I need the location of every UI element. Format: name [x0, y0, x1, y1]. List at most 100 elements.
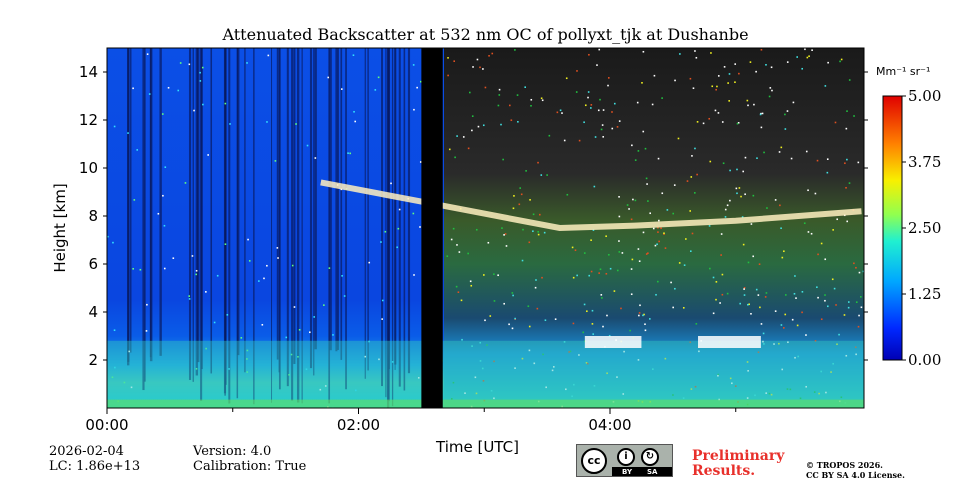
speckle — [563, 139, 566, 142]
streak — [381, 48, 383, 387]
streak — [210, 48, 213, 374]
speckle — [679, 53, 681, 55]
speckle — [288, 373, 290, 376]
speckle — [572, 276, 575, 279]
speckle — [493, 300, 496, 302]
speckle — [721, 293, 724, 296]
heatmap-noise — [107, 48, 866, 409]
speckle — [247, 238, 249, 241]
speckle — [631, 144, 633, 147]
speckle — [729, 377, 732, 380]
speckle — [191, 255, 194, 257]
speckle — [844, 162, 846, 165]
speckle — [587, 96, 589, 99]
speckle — [481, 367, 484, 370]
speckle — [319, 388, 322, 391]
speckle — [691, 232, 694, 235]
speckle — [516, 94, 519, 96]
speckle — [453, 60, 456, 62]
speckle — [643, 313, 645, 316]
speckle — [228, 368, 230, 370]
speckle — [508, 104, 511, 107]
speckle — [489, 315, 492, 317]
speckle — [642, 130, 645, 133]
speckle — [763, 151, 765, 154]
streak — [237, 48, 240, 356]
speckle — [582, 331, 585, 334]
speckle — [695, 323, 698, 325]
streak — [144, 48, 146, 382]
speckle — [637, 150, 640, 152]
speckle — [710, 52, 712, 54]
speckle — [482, 68, 484, 70]
speckle — [689, 250, 692, 253]
speckle — [593, 185, 596, 188]
speckle — [734, 63, 737, 65]
speckle — [759, 113, 762, 116]
speckle — [626, 204, 629, 206]
speckle — [528, 325, 531, 328]
speckle — [501, 227, 503, 229]
speckle — [826, 158, 829, 160]
calibration-text: Calibration: True — [193, 459, 307, 474]
speckle — [476, 58, 479, 61]
speckle — [586, 310, 588, 313]
speckle — [613, 290, 616, 292]
speckle — [497, 274, 499, 277]
speckle — [467, 147, 470, 150]
speckle — [848, 182, 851, 184]
speckle — [510, 119, 513, 122]
speckle — [664, 247, 667, 249]
copyright-line1: © TROPOS 2026. — [806, 460, 883, 470]
version-text: Version: 4.0 — [193, 444, 272, 459]
speckle — [629, 329, 631, 332]
speckle — [824, 85, 827, 87]
speckle — [818, 392, 820, 395]
speckle — [694, 147, 696, 150]
speckle — [742, 243, 745, 246]
speckle — [462, 136, 465, 138]
speckle — [274, 160, 277, 162]
speckle — [188, 63, 191, 66]
speckle — [324, 385, 327, 387]
speckle — [654, 244, 657, 247]
speckle — [655, 293, 657, 296]
speckle — [305, 368, 308, 371]
speckle — [757, 294, 760, 296]
speckle — [754, 394, 756, 397]
speckle — [467, 252, 469, 255]
speckle — [855, 301, 858, 303]
streak — [159, 48, 162, 356]
speckle — [377, 76, 380, 79]
speckle — [540, 97, 543, 100]
speckle — [778, 151, 781, 153]
speckle — [502, 158, 504, 161]
speckle — [591, 309, 594, 312]
y-tick-label: 2 — [88, 351, 98, 369]
speckle — [740, 195, 742, 198]
speckle — [817, 296, 819, 299]
speckle — [747, 303, 749, 306]
streak — [244, 48, 246, 373]
speckle — [720, 254, 722, 256]
speckle — [493, 397, 495, 400]
streak — [403, 48, 406, 391]
speckle — [743, 286, 746, 289]
speckle — [127, 132, 129, 134]
by-person-icon: i — [617, 448, 635, 466]
speckle — [762, 332, 765, 335]
streak — [398, 48, 401, 387]
speckle — [504, 233, 507, 235]
speckle — [162, 194, 164, 197]
speckle — [786, 388, 789, 390]
metadata-version: Version: 4.0 Calibration: True — [193, 444, 306, 474]
speckle — [645, 253, 648, 255]
speckle — [519, 187, 522, 189]
speckle — [728, 73, 731, 75]
speckle — [493, 273, 495, 275]
speckle — [535, 279, 537, 281]
speckle — [774, 310, 777, 312]
speckle — [572, 322, 575, 325]
speckle — [471, 115, 474, 117]
speckle — [672, 306, 674, 309]
